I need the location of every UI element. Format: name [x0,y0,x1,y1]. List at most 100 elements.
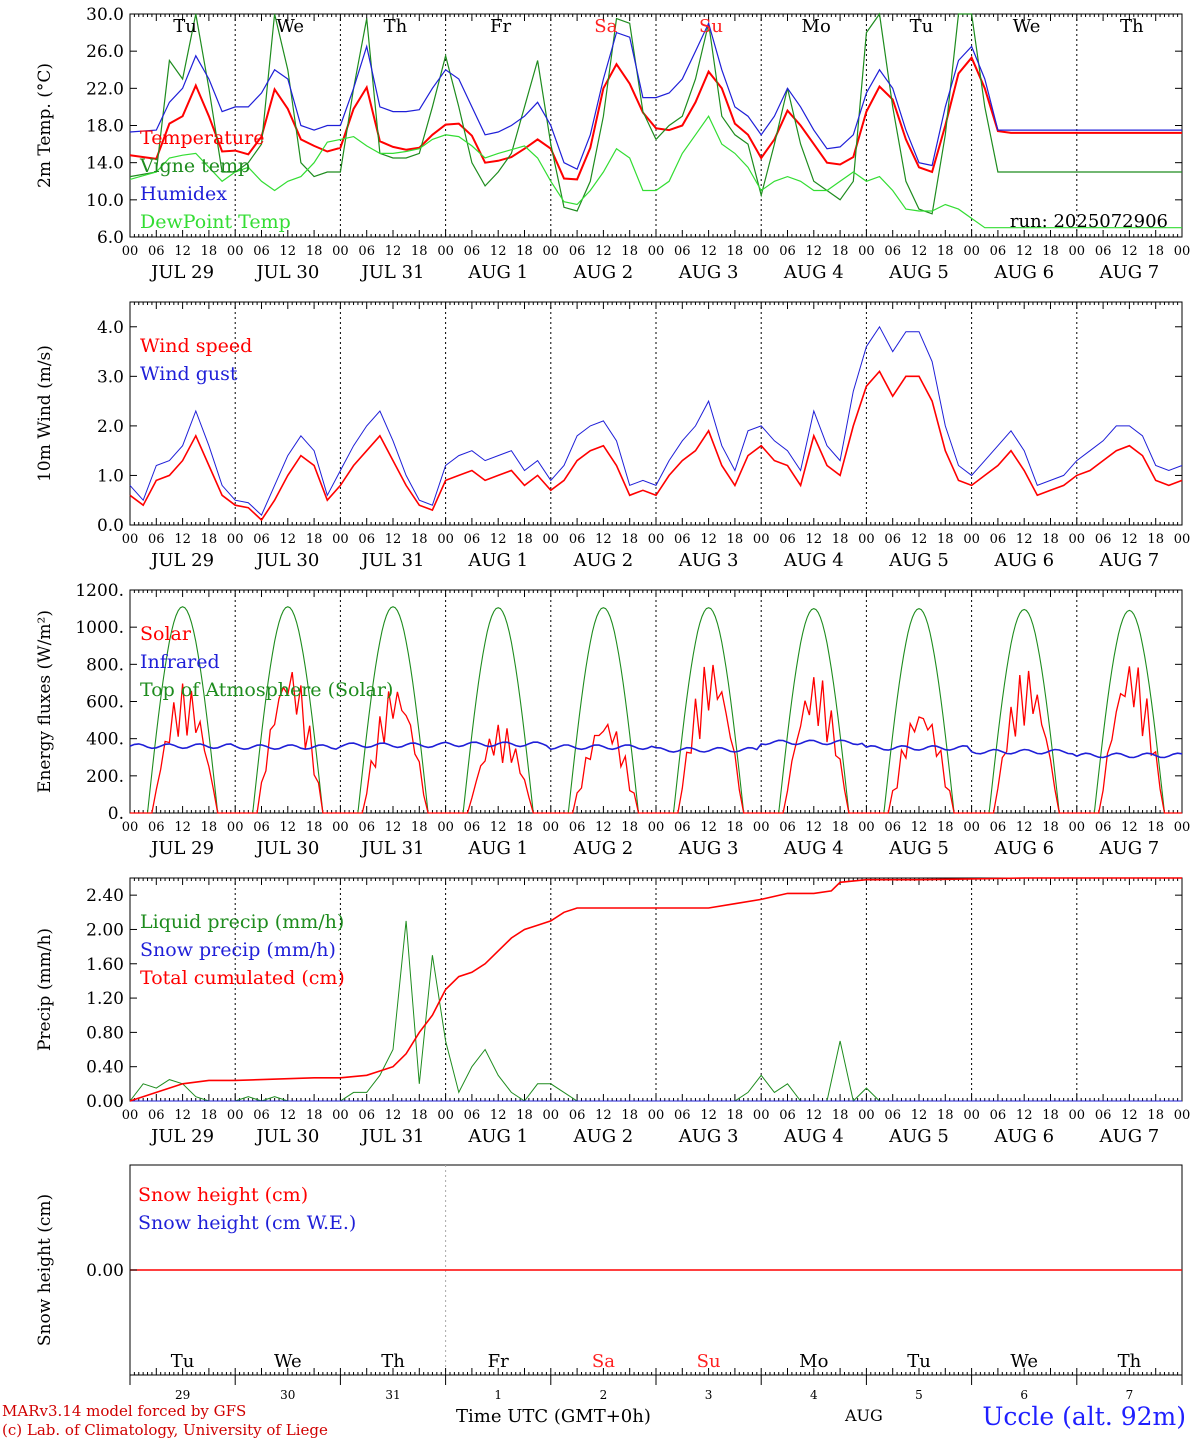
hour-tick-label: 18 [306,820,323,835]
hour-tick-label: 00 [332,244,349,259]
hour-tick-label: 18 [1042,1108,1059,1123]
date-label: AUG 5 [888,262,949,283]
hour-tick-label: 00 [753,820,770,835]
y-tick-label: 0. [108,804,124,824]
toa-solar-line [866,607,972,814]
day-label: We [276,16,304,37]
y-tick-label: 22.0 [86,79,124,99]
hour-tick-label: 06 [884,532,901,547]
hour-tick-label: 06 [464,244,481,259]
date-label: AUG 3 [678,1126,739,1147]
hour-tick-label: 00 [753,244,770,259]
legend-entry: Snow precip (mm/h) [140,939,336,961]
toa-solar-line [971,608,1077,814]
series-line [129,55,1182,181]
hour-tick-label: 12 [385,820,402,835]
solar-line [1076,666,1182,814]
y-tick-label: 400. [86,730,124,750]
day-label: Tu [910,16,934,37]
hour-tick-label: 00 [227,1108,244,1123]
hour-tick-label: 12 [806,820,823,835]
date-label: JUL 29 [149,838,214,859]
day-label: Sa [594,16,617,37]
hour-tick-label: 06 [990,532,1007,547]
hour-tick-label: 00 [858,532,875,547]
y-tick-label: 0.00 [86,1092,124,1112]
hour-tick-label: 00 [543,820,560,835]
solar-line [130,683,236,814]
day-label: We [1010,1351,1038,1372]
hour-tick-label: 00 [1069,820,1086,835]
solar-line [866,716,972,814]
day-number-label: 4 [810,1388,818,1402]
y-tick-label: 1.20 [86,989,124,1009]
hour-tick-label: 12 [174,532,191,547]
date-label: AUG 2 [573,1126,634,1147]
hour-tick-label: 12 [595,244,612,259]
hour-tick-label: 12 [700,1108,717,1123]
hour-tick-label: 06 [674,1108,691,1123]
date-label: AUG 6 [993,262,1054,283]
hour-tick-label: 12 [1016,532,1033,547]
hour-tick-label: 12 [806,244,823,259]
hour-tick-label: 18 [1042,244,1059,259]
hour-tick-label: 18 [306,244,323,259]
hour-tick-label: 18 [832,1108,849,1123]
hour-tick-label: 00 [227,532,244,547]
hour-tick-label: 06 [253,532,270,547]
date-label: JUL 31 [360,550,425,571]
hour-tick-label: 18 [1147,820,1164,835]
y-tick-label: 200. [86,767,124,787]
hour-tick-label: 18 [621,1108,638,1123]
y-axis-label: 10m Wind (m/s) [35,345,55,482]
hour-tick-label: 00 [122,244,139,259]
hour-tick-label: 18 [411,1108,428,1123]
hour-tick-label: 00 [227,820,244,835]
solar-line [550,722,656,814]
hour-tick-label: 06 [779,244,796,259]
date-label: AUG 7 [1099,1126,1160,1147]
hour-tick-label: 00 [963,820,980,835]
hour-tick-label: 06 [779,532,796,547]
lab-credit: (c) Lab. of Climatology, University of L… [2,1421,328,1439]
hour-tick-label: 12 [1016,1108,1033,1123]
hour-tick-label: 00 [332,532,349,547]
hour-tick-label: 06 [358,532,375,547]
day-label: Mo [802,16,831,37]
hour-tick-label: 06 [464,532,481,547]
hour-tick-label: 12 [1016,244,1033,259]
day-number-label: 6 [1020,1388,1028,1402]
date-label: AUG 3 [678,262,739,283]
y-tick-label: 2.0 [97,417,124,437]
y-tick-label: 2.00 [86,920,124,940]
legend-entry: Wind gust [140,363,238,385]
hour-tick-label: 12 [490,1108,507,1123]
hour-tick-label: 18 [1042,820,1059,835]
date-label: AUG 5 [888,1126,949,1147]
date-label: AUG 7 [1099,262,1160,283]
hour-tick-label: 00 [332,820,349,835]
day-number-label: 1 [494,1388,502,1402]
date-label: AUG 1 [467,1126,528,1147]
hour-tick-label: 06 [253,1108,270,1123]
hour-tick-label: 18 [832,820,849,835]
hour-tick-label: 00 [1069,532,1086,547]
hour-tick-label: 00 [963,1108,980,1123]
hour-tick-label: 12 [911,1108,928,1123]
hour-tick-label: 12 [595,532,612,547]
day-number-label: 5 [915,1388,923,1402]
date-label: AUG 1 [467,550,528,571]
date-label: JUL 29 [149,1126,214,1147]
hour-tick-label: 18 [306,532,323,547]
y-tick-label: 3.0 [97,367,124,387]
solar-line [761,677,867,814]
hour-tick-label: 06 [1095,1108,1112,1123]
day-label: Sa [592,1351,615,1372]
legend-entry: Solar [140,623,192,645]
hour-tick-label: 18 [411,244,428,259]
date-label: AUG 7 [1099,838,1160,859]
day-number-label: 7 [1126,1388,1134,1402]
date-label: AUG 1 [467,262,528,283]
hour-tick-label: 06 [569,244,586,259]
date-label: AUG 4 [783,550,844,571]
